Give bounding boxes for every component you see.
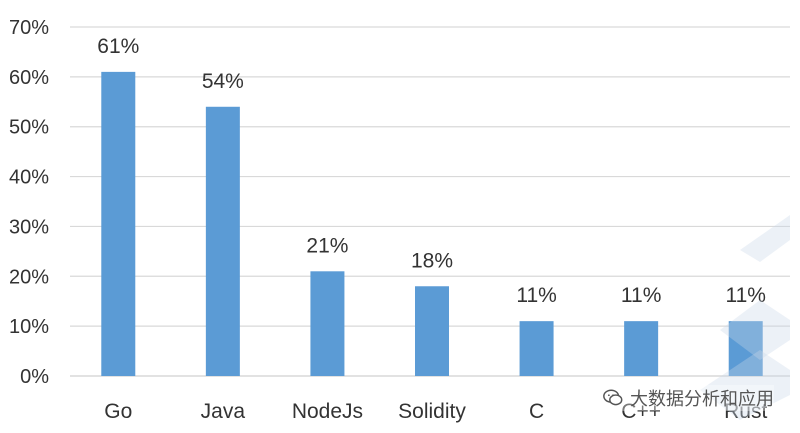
y-tick-label: 10% (9, 316, 49, 338)
y-tick-label: 30% (9, 216, 49, 238)
bars (101, 71, 763, 377)
x-category-label: Rust (724, 400, 767, 423)
y-tick-label: 0% (20, 366, 49, 388)
y-tick-label: 40% (9, 167, 49, 189)
bar (205, 106, 240, 377)
data-label: 11% (725, 284, 765, 307)
data-label: 61% (97, 35, 139, 58)
bar (519, 321, 554, 376)
y-tick-label: 20% (9, 266, 49, 288)
watermark-graphic (700, 215, 790, 420)
x-category-label: C++ (621, 400, 661, 423)
y-tick-label: 50% (9, 117, 49, 139)
x-category-label: C (529, 400, 544, 423)
bar (624, 321, 659, 376)
data-label: 11% (621, 284, 661, 307)
bar (101, 71, 136, 376)
watermark-shape (720, 300, 790, 360)
x-category-label: Go (104, 400, 132, 423)
x-category-label: NodeJs (292, 400, 363, 423)
x-category-label: Java (201, 400, 246, 423)
watermark-shape (700, 350, 790, 420)
data-label: 54% (202, 70, 244, 93)
bar (310, 271, 345, 376)
bar (728, 321, 763, 376)
data-labels: 61% 54% 21% 18% 11% 11% 11% (97, 35, 766, 307)
data-label: 18% (411, 249, 453, 272)
y-tick-label: 60% (9, 67, 49, 89)
watermark-text: 大数据分析和应用 (630, 389, 774, 410)
y-axis-ticks: 0% 10% 20% 30% 40% 50% 60% 70% (9, 17, 49, 388)
wechat-icon (603, 389, 623, 406)
watermark: 大数据分析和应用 (602, 385, 774, 411)
x-axis-categories: Go Java NodeJs Solidity C C++ Rust (104, 400, 767, 423)
watermark-shape (740, 215, 790, 262)
data-label: 21% (306, 234, 348, 257)
y-tick-label: 70% (9, 17, 49, 39)
data-label: 11% (516, 284, 556, 307)
gridlines (70, 26, 790, 377)
bar (415, 286, 449, 376)
x-category-label: Solidity (398, 400, 466, 423)
